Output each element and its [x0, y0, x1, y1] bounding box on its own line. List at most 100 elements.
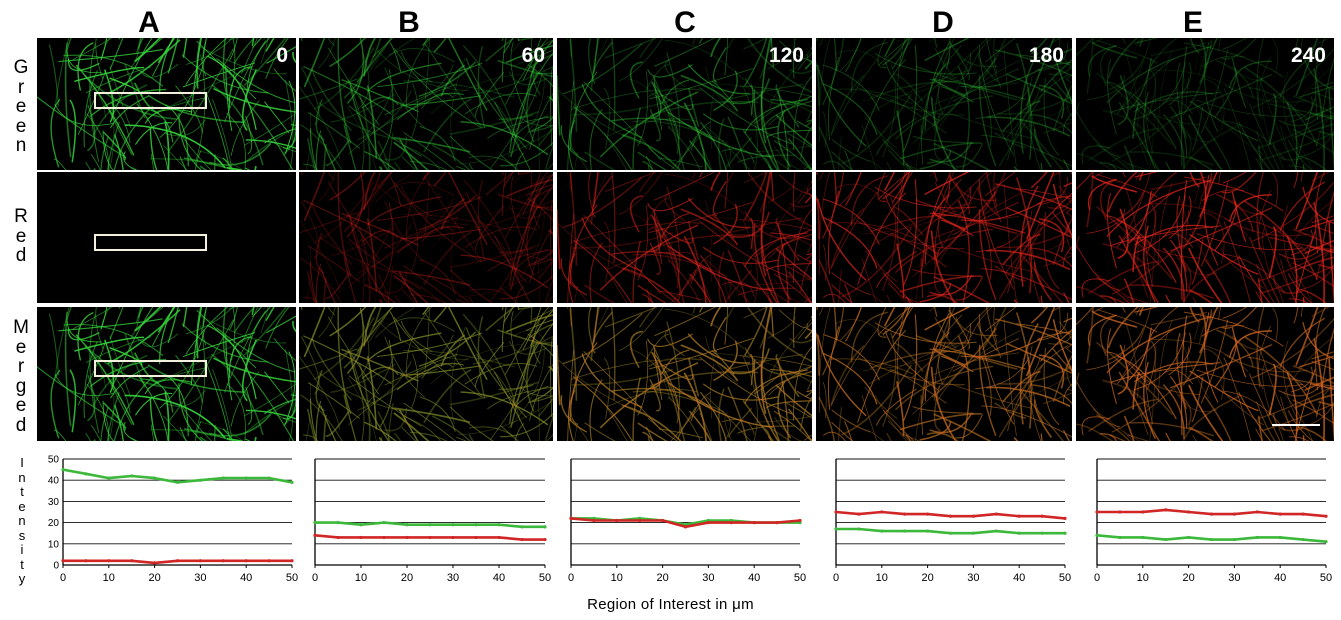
data-point-red	[798, 518, 802, 523]
x-tick-label: 20	[921, 572, 933, 584]
data-point-green	[497, 523, 501, 527]
data-point-red	[198, 559, 202, 563]
micrograph-merged-a	[37, 307, 296, 441]
data-point-red	[857, 512, 861, 516]
region-of-interest-box	[94, 92, 207, 109]
x-tick-label: 50	[539, 572, 551, 584]
data-point-red	[84, 559, 88, 563]
data-point-green	[153, 476, 157, 480]
data-point-red	[752, 521, 756, 525]
intensity-chart-d: 0 10 20 30 40 50	[833, 458, 1071, 584]
data-point-green	[948, 531, 953, 535]
x-tick-label: 0	[833, 572, 839, 584]
data-point-red	[336, 535, 340, 540]
data-point-green	[1301, 537, 1305, 542]
y-tick-label: 20	[48, 518, 60, 529]
data-point-green	[857, 527, 861, 531]
y-tick-label: 40	[48, 476, 60, 487]
x-tick-label: 10	[611, 572, 623, 584]
x-tick-label: 50	[1059, 572, 1071, 584]
data-point-red	[313, 533, 317, 537]
data-point-red	[451, 535, 455, 540]
x-tick-label: 50	[794, 572, 806, 584]
data-point-green	[221, 476, 225, 480]
data-point-green	[313, 521, 317, 525]
x-tick-label: 30	[702, 572, 714, 584]
x-tick-label: 10	[1137, 572, 1149, 584]
data-point-red	[61, 559, 65, 563]
data-point-green	[1040, 531, 1044, 535]
data-point-green	[107, 476, 111, 480]
column-label-a: A	[138, 6, 160, 39]
data-point-green	[405, 523, 409, 527]
x-tick-label: 50	[286, 572, 298, 584]
x-axis-title: Region of Interest in μm	[587, 596, 754, 613]
data-point-red	[615, 518, 619, 523]
data-point-red	[775, 521, 779, 525]
data-point-green	[1017, 531, 1021, 535]
x-tick-label: 10	[876, 572, 888, 584]
data-point-red	[405, 535, 409, 540]
data-point-red	[971, 514, 975, 518]
data-point-green	[267, 476, 271, 480]
data-point-red	[1141, 510, 1145, 514]
y-tick-label: 30	[48, 497, 60, 508]
data-point-green	[175, 480, 180, 484]
data-point-red	[903, 512, 907, 516]
y-tick-label: 0	[53, 561, 59, 572]
data-point-red	[729, 521, 733, 525]
data-point-red	[706, 521, 710, 525]
data-point-green	[198, 478, 202, 482]
micrograph-merged-b	[299, 307, 553, 441]
data-point-green	[336, 521, 340, 525]
column-label-b: B	[398, 6, 420, 39]
data-point-red	[569, 516, 573, 520]
micrograph-green-a: 0	[37, 38, 296, 170]
data-point-green	[1324, 540, 1328, 544]
data-point-green	[130, 474, 134, 478]
micrograph-red-a	[37, 172, 296, 303]
data-point-red	[683, 525, 688, 529]
data-point-red	[175, 559, 180, 563]
data-point-green	[290, 480, 294, 484]
data-point-green	[1141, 535, 1145, 540]
x-tick-label: 20	[401, 572, 413, 584]
scale-bar	[1272, 424, 1320, 426]
micrograph-merged-e	[1076, 307, 1334, 441]
data-point-green	[543, 525, 547, 529]
x-tick-label: 40	[1274, 572, 1286, 584]
x-tick-label: 30	[967, 572, 979, 584]
x-tick-label: 30	[447, 572, 459, 584]
x-tick-label: 20	[148, 572, 160, 584]
data-point-green	[994, 529, 998, 533]
data-point-red	[1118, 510, 1122, 514]
intensity-chart-a: 0 10 20 30 40 50 0 10 20 30 40 50	[48, 455, 298, 585]
time-label: 120	[768, 44, 804, 67]
data-point-red	[926, 512, 930, 516]
data-point-red	[428, 535, 432, 540]
x-tick-label: 50	[1320, 572, 1332, 584]
column-label-c: C	[674, 6, 696, 39]
x-tick-label: 0	[1094, 572, 1100, 584]
data-point-red	[1187, 510, 1191, 514]
intensity-chart-b: 0 10 20 30 40 50	[312, 458, 551, 584]
data-point-red	[994, 512, 998, 516]
x-tick-label: 30	[1228, 572, 1240, 584]
data-point-green	[1118, 535, 1122, 540]
data-point-red	[1040, 514, 1044, 518]
row-label-red: R e d	[14, 206, 28, 266]
y-tick-label: 10	[48, 539, 60, 550]
intensity-chart-c: 0 10 20 30 40 50	[568, 458, 806, 584]
data-point-red	[1017, 514, 1021, 518]
x-tick-label: 30	[194, 572, 206, 584]
x-tick-label: 40	[240, 572, 252, 584]
data-point-red	[1164, 508, 1168, 512]
data-point-green	[382, 521, 386, 525]
data-point-green	[1095, 533, 1099, 537]
data-point-green	[880, 529, 884, 533]
data-point-green	[926, 529, 930, 533]
micrograph-red-c	[557, 172, 812, 303]
intensity-chart-e: 0 10 20 30 40 50	[1094, 458, 1332, 584]
x-tick-label: 40	[493, 572, 505, 584]
micrograph-green-d: 180	[816, 38, 1072, 170]
